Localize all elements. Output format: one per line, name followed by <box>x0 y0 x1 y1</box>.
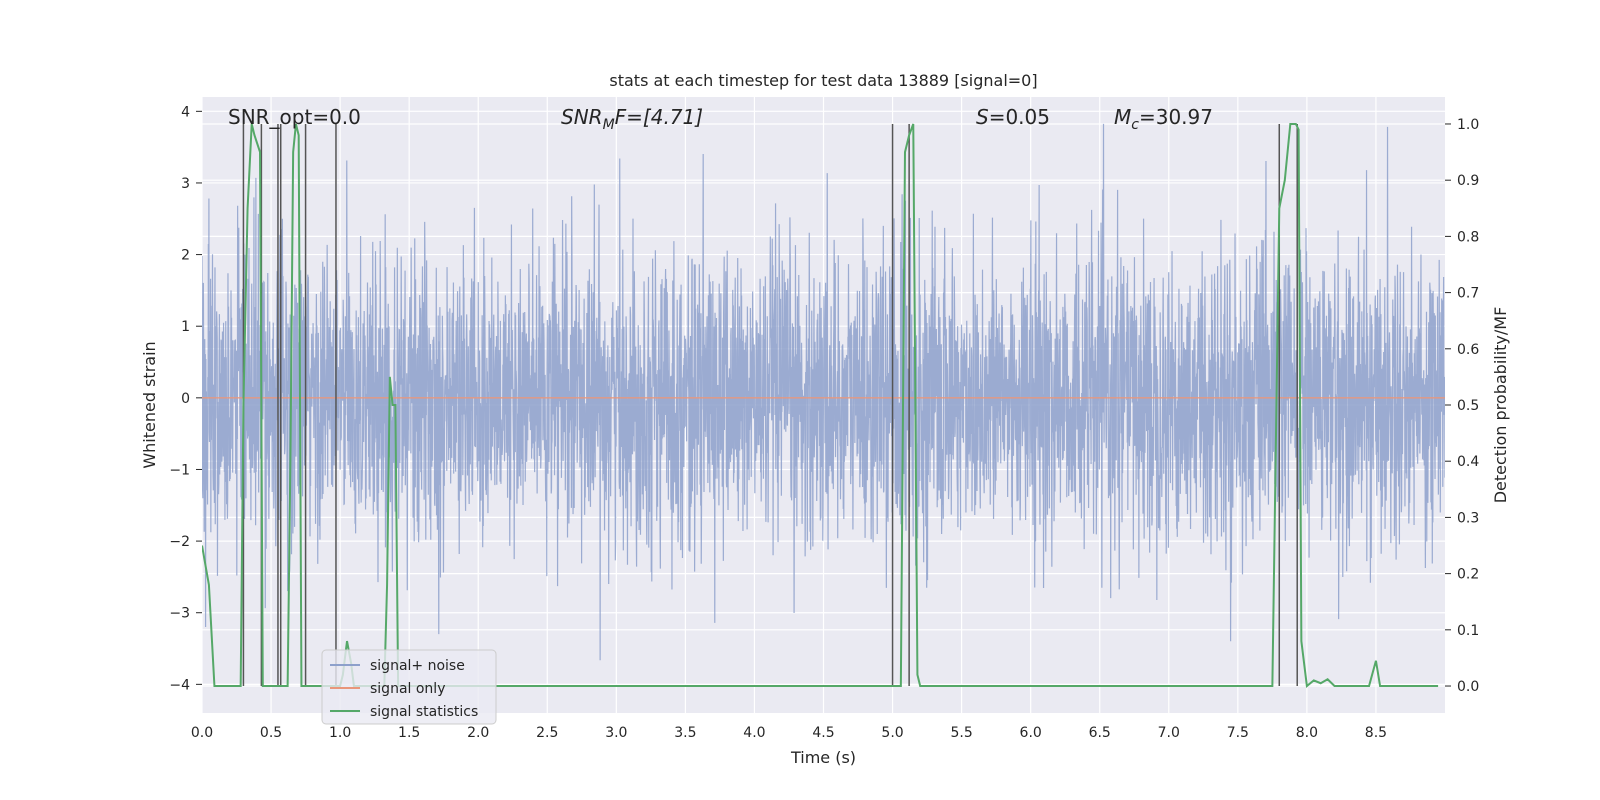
legend-label-noise: signal+ noise <box>370 658 465 674</box>
x-tick-label: 8.5 <box>1365 725 1387 741</box>
x-tick-label: 5.5 <box>950 725 972 741</box>
y-tick-label: 4 <box>181 104 190 120</box>
annotation-snr-mf: SNRMF=[4.71] <box>561 105 703 133</box>
x-axis-label: Time (s) <box>790 748 856 767</box>
annotation-s-var: S <box>976 105 989 129</box>
y-tick-label: −2 <box>169 534 190 550</box>
y2-tick-label: 0.2 <box>1457 567 1479 583</box>
x-tick-label: 0.5 <box>260 725 282 741</box>
annotation-mc-sub: c <box>1131 117 1139 133</box>
y2-tick-label: 0.9 <box>1457 173 1479 189</box>
y-tick-label: −1 <box>169 462 190 478</box>
x-tick-label: 6.0 <box>1020 725 1042 741</box>
y-tick-label: 1 <box>181 319 190 335</box>
x-tick-label: 5.0 <box>881 725 903 741</box>
legend: signal+ noise signal only signal statist… <box>321 649 497 725</box>
y-axis-label: Whitened strain <box>140 341 159 468</box>
y2-tick-label: 0.5 <box>1457 398 1479 414</box>
y2-tick-label: 1.0 <box>1457 117 1479 133</box>
x-tick-label: 7.5 <box>1227 725 1249 741</box>
y2-tick-label: 0.7 <box>1457 286 1479 302</box>
y2-axis-ticks: 0.0 0.1 0.2 0.3 0.4 0.5 0.6 0.7 0.8 0.9 1.0 <box>1445 117 1479 695</box>
x-tick-label: 3.0 <box>605 725 627 741</box>
annotation-mc-val: =30.97 <box>1139 105 1213 129</box>
chart-title: stats at each timestep for test data 138… <box>609 71 1037 90</box>
y-tick-label: −4 <box>169 677 190 693</box>
x-tick-label: 0.0 <box>191 725 213 741</box>
x-tick-label: 2.0 <box>467 725 489 741</box>
legend-box <box>321 649 497 725</box>
x-tick-label: 8.0 <box>1296 725 1318 741</box>
legend-label-signal: signal only <box>370 681 445 697</box>
y-axis-ticks: −4 −3 −2 −1 0 1 2 3 4 <box>169 104 202 693</box>
y-tick-label: −3 <box>169 606 190 622</box>
y-tick-label: 0 <box>181 391 190 407</box>
x-tick-label: 7.0 <box>1158 725 1180 741</box>
annotation-s-val: =0.05 <box>989 105 1050 129</box>
y2-tick-label: 0.8 <box>1457 229 1479 245</box>
y2-tick-label: 0.3 <box>1457 510 1479 526</box>
x-tick-label: 3.5 <box>674 725 696 741</box>
annotation-s: S=0.05 <box>976 105 1050 129</box>
x-tick-label: 6.5 <box>1089 725 1111 741</box>
x-tick-label: 1.0 <box>329 725 351 741</box>
annotation-mc: Mc=30.97 <box>1114 105 1213 133</box>
x-tick-label: 4.0 <box>743 725 765 741</box>
y2-tick-label: 0.6 <box>1457 342 1479 358</box>
annotation-snr-opt: SNR_opt=0.0 <box>228 105 361 129</box>
y2-tick-label: 0.1 <box>1457 623 1479 639</box>
annotation-snr-mf-sub: M <box>603 117 615 133</box>
x-tick-label: 1.5 <box>398 725 420 741</box>
annotation-mc-var: M <box>1114 105 1131 129</box>
x-axis-ticks: 0.0 0.5 1.0 1.5 2.0 2.5 3.0 3.5 4.0 4.5 5.0 5.5 6.0 6… <box>191 725 1387 741</box>
y2-tick-label: 0.0 <box>1457 679 1479 695</box>
annotation-snr-mf-tail: F=[4.71] <box>615 105 703 129</box>
y2-tick-label: 0.4 <box>1457 454 1479 470</box>
annotation-snr-mf-main: SNR <box>561 105 603 129</box>
x-tick-label: 4.5 <box>812 725 834 741</box>
y-tick-label: 3 <box>181 176 190 192</box>
x-tick-label: 2.5 <box>536 725 558 741</box>
legend-label-stats: signal statistics <box>370 704 478 720</box>
y2-axis-label: Detection probability/MF <box>1491 307 1510 504</box>
y-tick-label: 2 <box>181 248 190 264</box>
